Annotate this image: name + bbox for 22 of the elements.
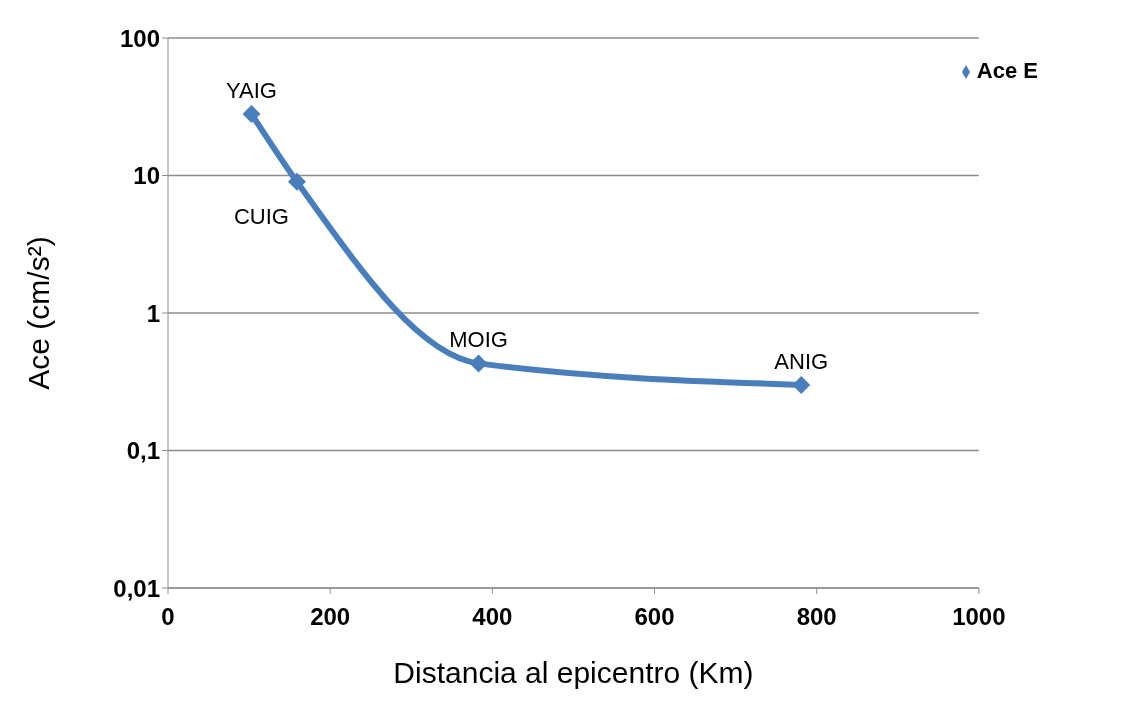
y-tick-label: 0,01 — [113, 574, 160, 602]
point — [242, 105, 261, 124]
x-axis-title: Distancia al epicentro (Km) — [393, 656, 754, 689]
point — [287, 172, 306, 191]
annotation: MOIG — [449, 327, 508, 353]
y-axis-title: Ace (cm/s²) — [21, 236, 55, 390]
point — [469, 354, 488, 373]
legend-label: Ace E — [976, 58, 1038, 83]
y-tick-label: 0,1 — [126, 437, 160, 465]
y-tick-label: 1 — [146, 299, 160, 327]
x-tick-label: 800 — [796, 603, 837, 631]
y-tick-label: 100 — [119, 24, 160, 52]
x-tick-label: 200 — [310, 603, 351, 631]
x-tick-label: 400 — [472, 603, 513, 631]
annotation: ANIG — [774, 348, 829, 374]
x-tick-label: 0 — [161, 603, 175, 631]
annotation: CUIG — [233, 203, 289, 229]
x-tick-label: 1000 — [952, 603, 1006, 631]
y-tick-label: 10 — [133, 162, 160, 190]
annotation: YAIG — [226, 78, 277, 104]
x-tick-label: 600 — [634, 603, 675, 631]
point — [792, 375, 811, 394]
